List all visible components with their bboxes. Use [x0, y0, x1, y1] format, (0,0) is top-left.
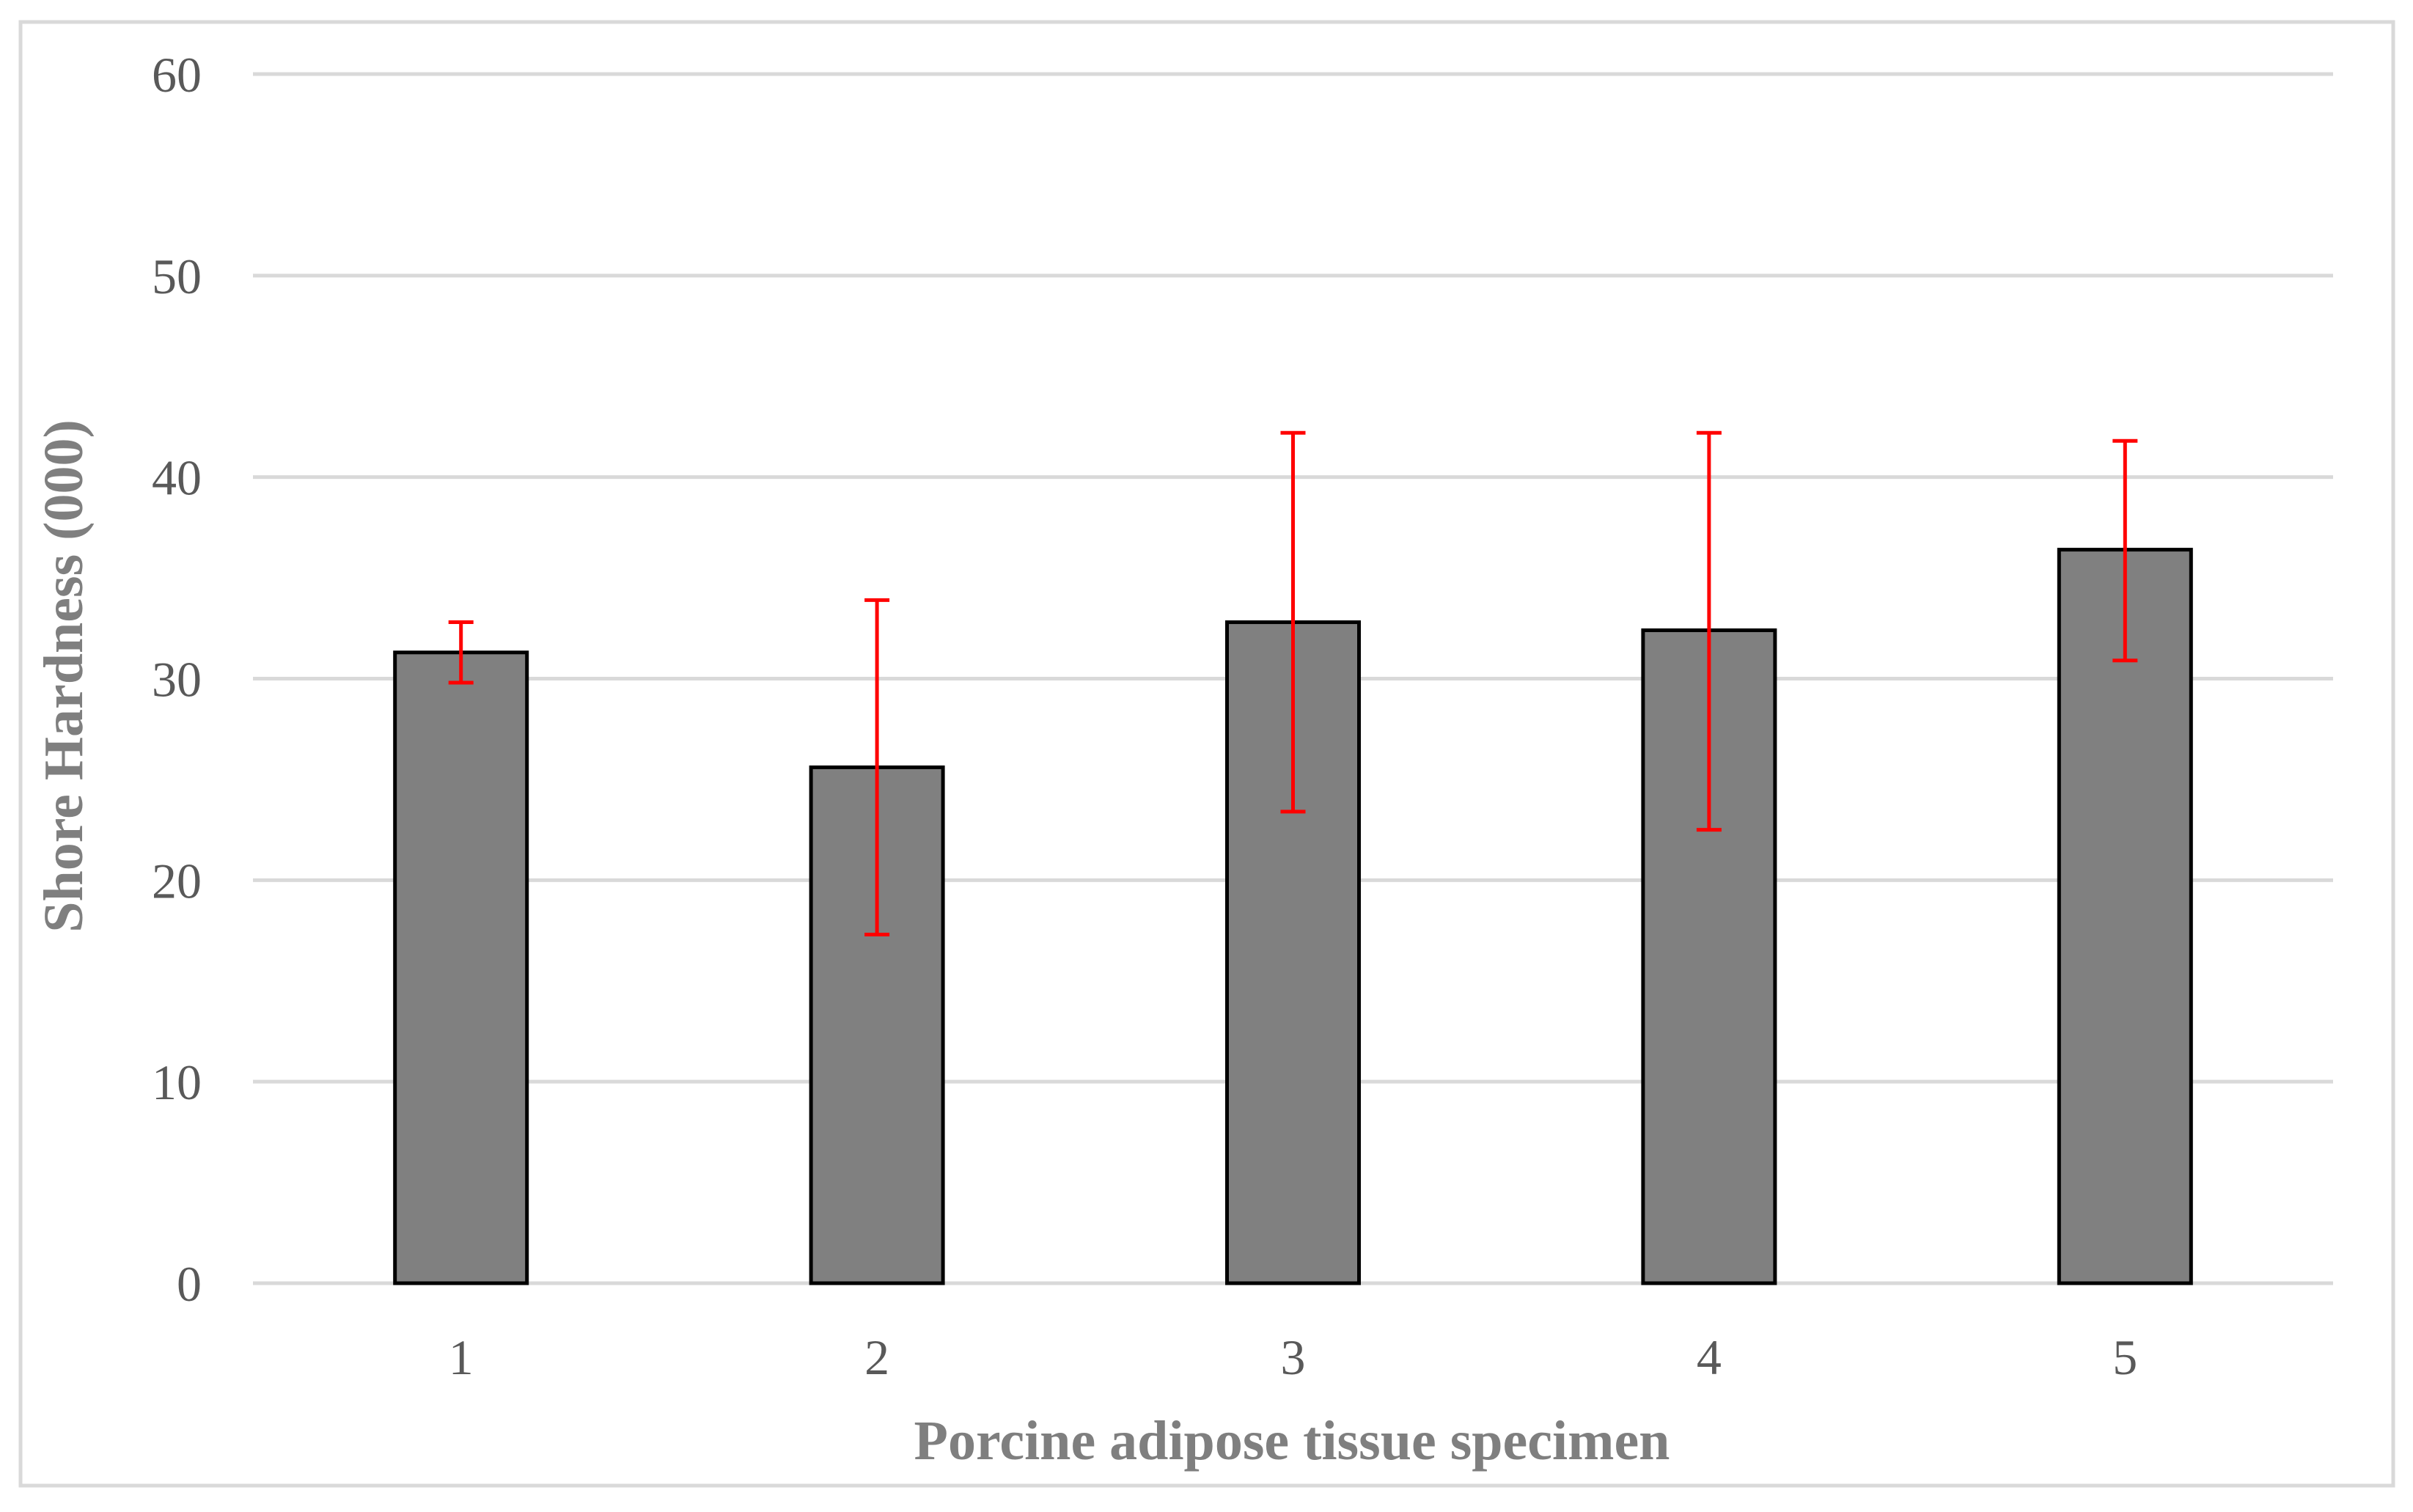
y-tick-label: 30 [152, 652, 202, 708]
error-bar [1280, 430, 1306, 814]
x-tick-label: 4 [1697, 1329, 1722, 1385]
error-bar [448, 620, 474, 685]
chart-frame [18, 20, 2395, 1488]
x-tick-label: 2 [864, 1329, 889, 1385]
error-bar [2112, 438, 2138, 663]
error-bars [448, 430, 2138, 937]
bar [2057, 548, 2193, 1285]
y-tick-label: 40 [152, 450, 202, 506]
error-bar [864, 598, 890, 937]
y-tick-labels: 0 10 20 30 40 50 60 [152, 47, 202, 1312]
error-bar [1696, 430, 1722, 832]
x-tick-labels: 1 2 3 4 5 [449, 1329, 2138, 1385]
bar [393, 650, 529, 1285]
x-tick-label: 3 [1281, 1329, 1306, 1385]
y-tick-label: 50 [152, 249, 202, 304]
y-tick-label: 20 [152, 853, 202, 909]
y-axis-title: Shore Hardness (000) [33, 419, 95, 933]
x-tick-label: 5 [2112, 1329, 2137, 1385]
y-tick-label: 60 [152, 47, 202, 103]
y-tick-label: 0 [177, 1256, 202, 1312]
x-axis-title: Porcine adipose tissue specimen [914, 1410, 1670, 1472]
x-tick-label: 1 [449, 1329, 474, 1385]
y-tick-label: 10 [152, 1054, 202, 1110]
